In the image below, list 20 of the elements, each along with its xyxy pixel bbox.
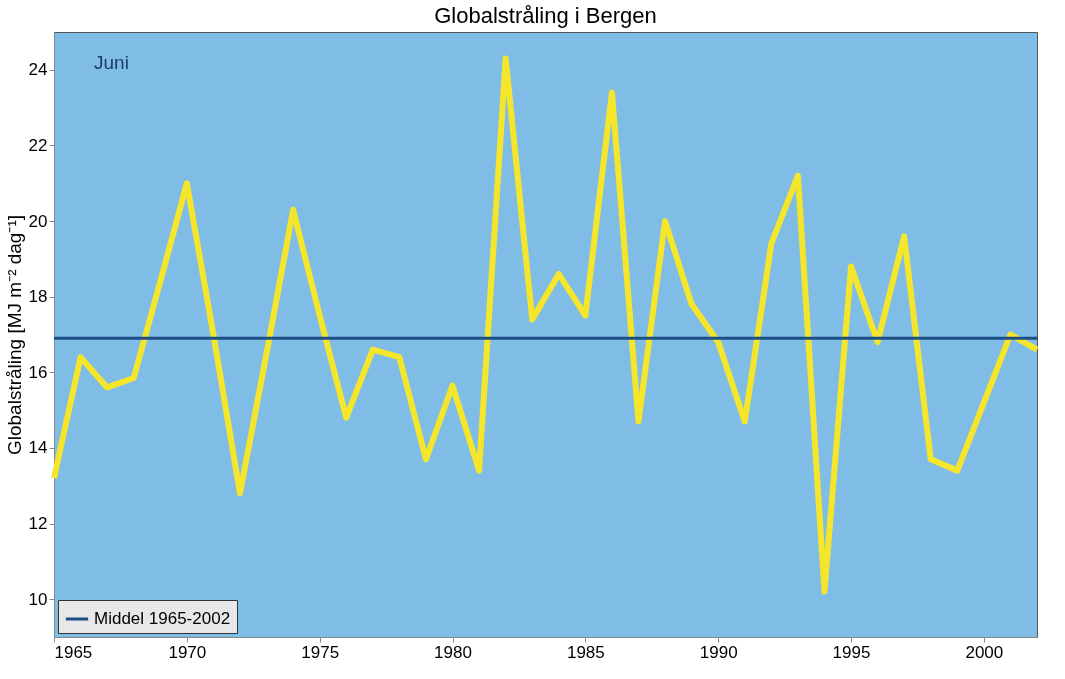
y-axis-title: Globalstråling [MJ m⁻² dag⁻¹] (3, 214, 25, 456)
y-tick-label: 14 (28, 438, 48, 458)
y-tick-label: 24 (28, 60, 48, 80)
x-tick-label: 1995 (832, 642, 871, 662)
x-tick-label: 1975 (301, 642, 340, 662)
x-tick-label: 1965 (54, 642, 93, 662)
legend-label: Middel 1965-2002 (94, 609, 231, 628)
annotation: Juni (94, 52, 129, 73)
y-tick-label: 22 (28, 135, 48, 155)
x-tick-label: 2000 (965, 642, 1004, 662)
y-tick-label: 20 (28, 211, 48, 231)
y-tick-label: 12 (28, 514, 48, 534)
chart-title: Globalstråling i Bergen (434, 3, 657, 28)
x-tick-label: 1990 (699, 642, 738, 662)
x-tick-label: 1985 (566, 642, 605, 662)
x-tick-label: 1980 (434, 642, 472, 662)
y-tick-label: 16 (28, 362, 48, 382)
y-tick-label: 18 (28, 287, 48, 307)
x-tick-label: 1970 (168, 642, 207, 662)
y-tick-label: 10 (28, 589, 48, 609)
